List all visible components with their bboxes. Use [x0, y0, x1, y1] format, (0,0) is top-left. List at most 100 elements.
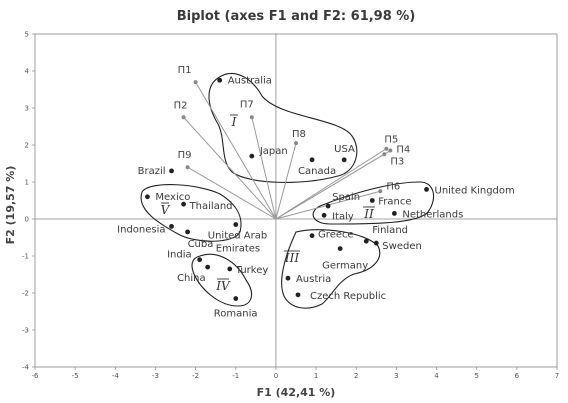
chart-title: Biplot (axes F1 and F2: 61,98 %): [177, 9, 416, 24]
observation-point: [145, 194, 150, 200]
observation-point: [233, 296, 239, 301]
observation-point: [321, 212, 327, 218]
y-tick-label: -2: [22, 290, 29, 298]
cluster-outline-iv: [191, 253, 253, 307]
y-tick-label: -4: [22, 364, 30, 372]
variable-label: П1: [178, 65, 192, 76]
observation-label: Czech Republic: [310, 291, 386, 302]
observation-label: Italy: [332, 211, 354, 222]
variable-label: П4: [396, 145, 410, 156]
variable-label: П7: [240, 99, 254, 110]
y-axis-label: F2 (19,57 %): [4, 166, 17, 245]
observation-label: Netherlands: [402, 209, 463, 220]
observation-point: [325, 203, 331, 209]
plot-frame: [34, 33, 558, 368]
observation-point: [181, 201, 186, 207]
observation-point: [217, 77, 223, 83]
x-tick-label: -3: [152, 372, 159, 380]
variable-endpoint: [384, 146, 389, 151]
observation-label: Brazil: [138, 166, 166, 177]
observation-point: [169, 224, 174, 229]
observation-label: Thailand: [189, 201, 233, 212]
cluster-outlines: [140, 73, 435, 309]
cluster-label-iv: IV: [215, 279, 231, 293]
observation-point: [285, 275, 291, 281]
observation-label: Spain: [332, 192, 360, 203]
observation-point: [197, 257, 203, 263]
variable-vector: [195, 81, 277, 220]
x-tick-label: 2: [354, 372, 358, 380]
observation-label: Finland: [372, 225, 408, 236]
observation-point: [391, 211, 397, 216]
observation-point: [309, 157, 315, 163]
variable-label: П2: [174, 100, 188, 111]
variable-endpoint: [185, 165, 190, 170]
observation-point: [227, 266, 233, 272]
observation-label: USA: [334, 144, 355, 155]
observation-label: Emirates: [216, 244, 260, 255]
x-tick-label: 1: [314, 372, 318, 380]
observation-label: Cuba: [188, 239, 214, 250]
observation-label: Romania: [214, 309, 258, 320]
observation-point: [337, 246, 343, 252]
variable-endpoint: [249, 115, 254, 120]
observation-label: Australia: [228, 75, 272, 86]
cluster-label-i: I: [231, 115, 237, 129]
variable-vector: [275, 153, 385, 220]
cluster-outline-iii: [281, 229, 381, 309]
y-tick-label: 2: [25, 142, 29, 150]
observation-point: [169, 168, 174, 174]
observation-label: United Arab: [208, 231, 267, 242]
variable-vector: [251, 117, 277, 220]
variable-vector: [183, 116, 277, 220]
observation-point: [233, 222, 239, 227]
observation-point: [424, 187, 429, 192]
variable-vector: [187, 166, 277, 220]
observation-point: [295, 292, 301, 298]
x-tick-label: 3: [394, 372, 398, 380]
observation-point: [249, 153, 255, 159]
observation-label: Sweden: [382, 241, 422, 252]
observation-points: Australia Japan USA Canada Brazil MexicoThail…: [117, 75, 515, 319]
cluster-label-iii: III: [284, 251, 299, 265]
x-tick-label: 7: [555, 372, 559, 380]
x-tick-label: -1: [232, 372, 239, 380]
x-tick-label: -2: [192, 372, 199, 380]
cluster-outline-i: [208, 73, 358, 183]
y-tick-label: 4: [25, 68, 30, 76]
observation-label: Austria: [296, 274, 331, 285]
observation-label: Indonesia: [117, 224, 165, 235]
variable-endpoint: [388, 148, 393, 153]
observation-label: India: [167, 250, 192, 261]
cluster-label-v: V: [161, 203, 171, 217]
y-tick-label: 3: [25, 105, 29, 113]
variable-vector: [275, 143, 297, 220]
variable-endpoint: [378, 189, 383, 194]
cluster-label-ii: II: [363, 207, 374, 221]
x-tick-label: 5: [474, 372, 478, 380]
variable-label: П8: [292, 129, 306, 140]
axes: -6 -5 -4 -3 -2 -1 0 1 2 3 4 5 6 7 -4 -3 -2 -1 0 1 2 3 4 5: [22, 31, 559, 381]
y-tick-label: 1: [25, 179, 29, 187]
variable-endpoint: [294, 141, 298, 146]
variable-label: П3: [390, 156, 404, 167]
x-tick-label: 4: [434, 372, 439, 380]
cluster-outline-ii: [312, 181, 435, 225]
y-tick-label: 0: [25, 216, 29, 224]
x-axis-label: F1 (42,41 %): [257, 386, 336, 399]
observation-label: Greece: [318, 230, 354, 241]
observation-label: Canada: [298, 166, 336, 177]
observation-label: United Kingdom: [435, 185, 515, 196]
observation-point: [185, 229, 190, 235]
x-tick-label: -5: [72, 372, 79, 380]
x-tick-label: 6: [515, 372, 520, 380]
observation-point: [369, 198, 375, 203]
observation-label: China: [177, 273, 206, 284]
observation-label: Japan: [259, 146, 288, 157]
variable-endpoint: [193, 80, 198, 85]
observation-label: France: [378, 197, 411, 208]
y-tick-label: -1: [22, 253, 29, 261]
variable-label: П6: [386, 181, 400, 192]
